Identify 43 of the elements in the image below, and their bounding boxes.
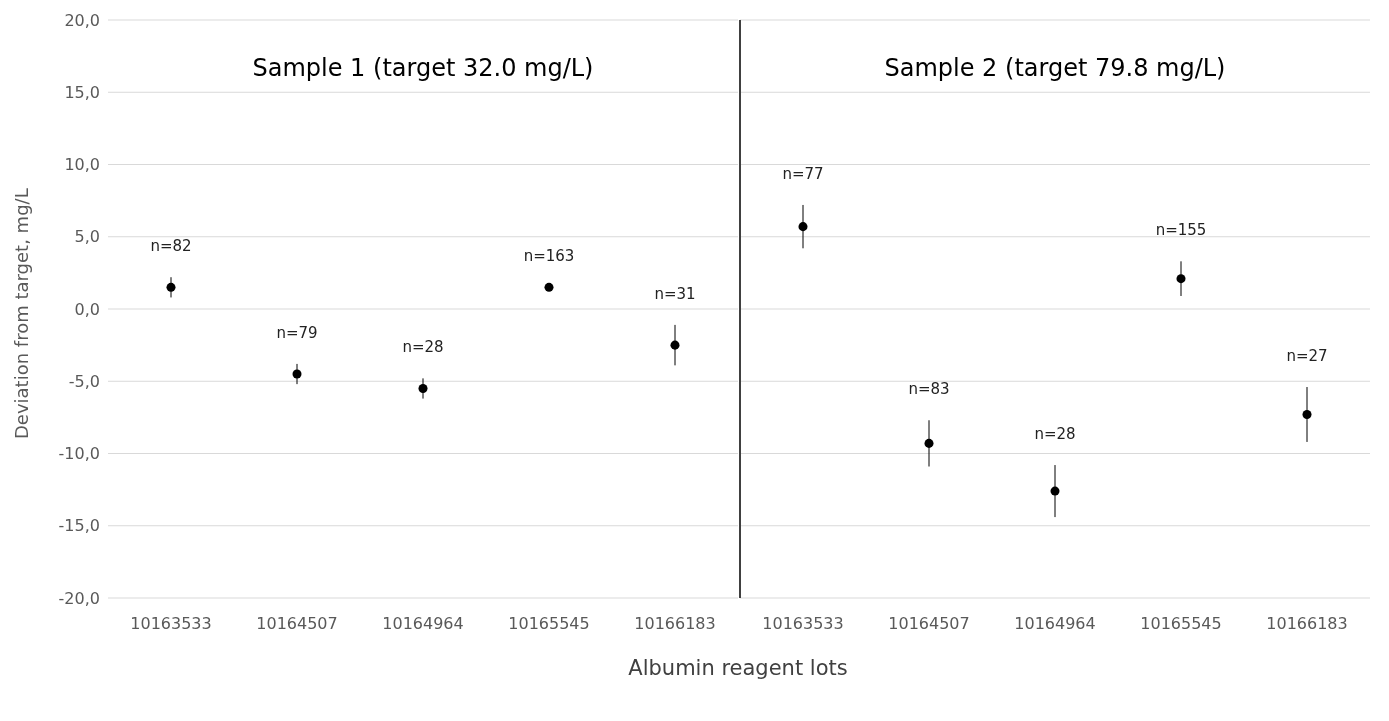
x-tick-label: 10166183 bbox=[634, 614, 716, 634]
annotation: n=83 bbox=[907, 380, 951, 399]
x-tick-label: 10163533 bbox=[762, 614, 844, 634]
y-axis-title: Deviation from target, mg/L bbox=[11, 188, 33, 439]
point bbox=[292, 369, 302, 379]
point bbox=[1302, 409, 1312, 419]
point bbox=[670, 340, 680, 350]
x-tick-label: 10165545 bbox=[508, 614, 590, 634]
annotation: n=155 bbox=[1154, 221, 1208, 240]
x-tick-label: 10164507 bbox=[256, 614, 338, 634]
x-tick-label: 10164964 bbox=[1014, 614, 1096, 634]
point bbox=[924, 438, 934, 448]
y-tick-label: 0,0 bbox=[74, 299, 100, 319]
point bbox=[544, 282, 554, 292]
x-tick-label: 10166183 bbox=[1266, 614, 1348, 634]
y-tick-label: -15,0 bbox=[58, 516, 100, 536]
x-axis-title: Albumin reagent lots bbox=[627, 656, 849, 680]
x-tick-label: 10164507 bbox=[888, 614, 970, 634]
annotation: n=31 bbox=[653, 284, 697, 303]
point bbox=[1176, 274, 1186, 284]
y-tick-label: 15,0 bbox=[64, 82, 100, 102]
x-tick-label: 10163533 bbox=[130, 614, 212, 634]
annotation: Sample 1 (target 32.0 mg/L) bbox=[251, 54, 595, 82]
y-tick-label: 5,0 bbox=[74, 227, 100, 247]
annotation: n=27 bbox=[1285, 347, 1329, 366]
annotation: Sample 2 (target 79.8 mg/L) bbox=[883, 54, 1227, 82]
point bbox=[798, 222, 808, 232]
point bbox=[166, 282, 176, 292]
annotation: n=82 bbox=[149, 237, 193, 256]
annotation: n=163 bbox=[522, 247, 576, 266]
point bbox=[1050, 486, 1060, 496]
annotation: n=77 bbox=[781, 164, 825, 183]
y-tick-label: 20,0 bbox=[64, 10, 100, 30]
y-tick-label: -20,0 bbox=[58, 588, 100, 608]
point bbox=[418, 383, 428, 393]
y-tick-label: -10,0 bbox=[58, 444, 100, 464]
x-tick-label: 10164964 bbox=[382, 614, 464, 634]
annotation: n=28 bbox=[1033, 425, 1077, 444]
x-tick-label: 10165545 bbox=[1140, 614, 1222, 634]
y-tick-label: 10,0 bbox=[64, 155, 100, 175]
y-tick-label: -5,0 bbox=[68, 371, 100, 391]
annotation: n=79 bbox=[275, 323, 319, 342]
annotation: n=28 bbox=[401, 338, 445, 357]
